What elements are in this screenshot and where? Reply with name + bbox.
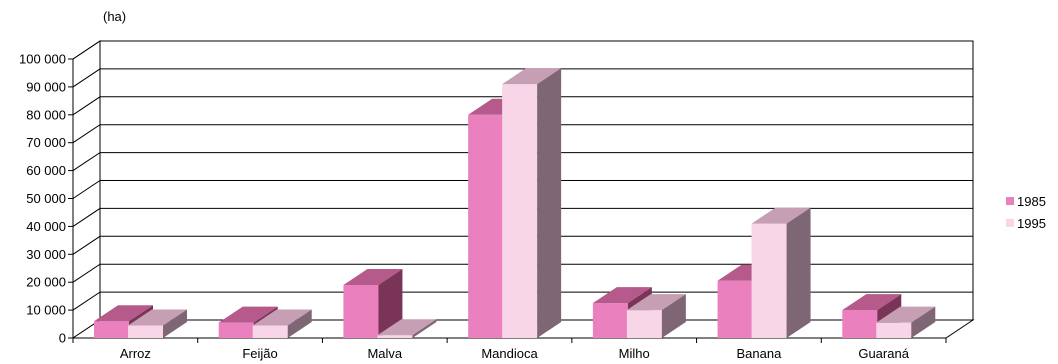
bar-side — [786, 207, 811, 338]
bar-front — [252, 325, 288, 338]
bar-front — [626, 310, 662, 338]
axis-labels: 0 10 000 20 000 30 000 40 000 50 000 60 000 70 … — [19, 52, 910, 362]
bar-top — [592, 287, 652, 304]
gridline — [72, 152, 973, 172]
bar-1995-arroz — [128, 309, 187, 338]
bar-1995-mandioca — [502, 68, 562, 339]
y-tick-label: 40 000 — [26, 219, 66, 234]
legend-swatch-1995 — [1006, 219, 1014, 227]
bar-top — [343, 268, 403, 285]
bar-top — [94, 305, 153, 322]
legend-label-1985: 1985 — [1017, 193, 1046, 209]
bar-front — [876, 322, 912, 338]
bars — [94, 68, 936, 339]
bar-top — [377, 319, 437, 336]
x-tick-label: Banana — [737, 346, 783, 361]
bar-front — [377, 335, 413, 338]
bar-front — [128, 325, 163, 338]
bar-top — [218, 306, 278, 323]
bar-1995-milho — [626, 294, 686, 338]
bar-top — [502, 68, 562, 85]
bar-front — [94, 321, 129, 338]
bar-top — [128, 309, 187, 326]
bar-front — [502, 84, 538, 338]
bar-top — [876, 306, 936, 323]
y-tick-label: 100 000 — [19, 52, 66, 67]
bar-top — [626, 294, 686, 311]
bar-side — [287, 309, 312, 338]
y-tick-label: 0 — [59, 331, 66, 346]
gridline — [72, 291, 973, 311]
bar-1995-feijão — [252, 309, 312, 338]
y-unit-label: (ha) — [103, 9, 126, 24]
y-tick-label: 50 000 — [26, 191, 66, 206]
bar-front — [468, 114, 504, 338]
legend-swatch-1985 — [1006, 197, 1014, 205]
bar-top — [252, 309, 312, 326]
bar-side — [911, 306, 936, 338]
x-tick-label: Guaraná — [858, 346, 909, 361]
bar-1995-guaraná — [876, 306, 936, 338]
gridline — [72, 96, 973, 116]
x-tick-label: Arroz — [120, 346, 151, 361]
bar-front — [717, 280, 753, 338]
y-tick-label: 70 000 — [26, 135, 66, 150]
bar-1995-malva — [377, 319, 437, 338]
bar-1995-banana — [751, 207, 811, 338]
y-tick-label: 20 000 — [26, 275, 66, 290]
bar-front — [842, 310, 878, 338]
bar-side — [661, 294, 686, 338]
gridline — [72, 40, 973, 60]
y-tick-label: 30 000 — [26, 247, 66, 262]
bar-1985-malva — [343, 268, 403, 338]
y-tick-label: 10 000 — [26, 303, 66, 318]
bar-side — [163, 309, 187, 338]
bar-side — [537, 68, 562, 339]
bar-side — [412, 319, 437, 338]
y-tick-label: 80 000 — [26, 107, 66, 122]
gridline — [72, 180, 973, 199]
y-tick-label: 60 000 — [26, 163, 66, 178]
gridline — [72, 124, 973, 144]
y-tick-label: 90 000 — [26, 79, 66, 94]
bar-front — [751, 223, 787, 338]
bar-front — [218, 322, 254, 338]
gridline — [72, 68, 973, 88]
x-tick-label: Feijão — [242, 346, 277, 361]
gridline — [72, 235, 973, 255]
legend-item-1995: 1995 — [1006, 212, 1046, 234]
gridline — [72, 207, 973, 227]
x-tick-label: Milho — [619, 346, 650, 361]
legend: 1985 1995 — [1006, 190, 1046, 234]
bar-top — [751, 207, 811, 224]
bar-top — [842, 294, 902, 311]
x-tick-label: Malva — [367, 346, 402, 361]
x-tick-label: Mandioca — [481, 346, 538, 361]
bar-side — [378, 268, 403, 338]
bar-front — [343, 284, 379, 338]
legend-label-1995: 1995 — [1017, 215, 1046, 231]
bar-front — [592, 303, 628, 338]
legend-item-1985: 1985 — [1006, 190, 1046, 212]
gridline — [72, 263, 973, 283]
gridlines — [72, 40, 973, 311]
